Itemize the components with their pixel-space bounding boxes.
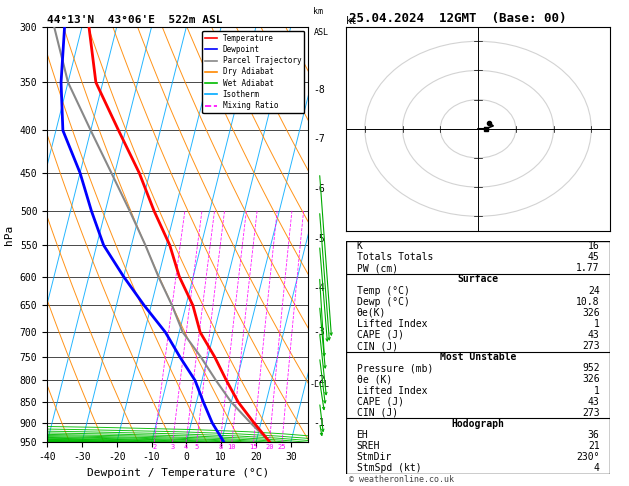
Text: © weatheronline.co.uk: © weatheronline.co.uk (349, 474, 454, 484)
Text: Temp (°C): Temp (°C) (357, 286, 409, 295)
Text: SREH: SREH (357, 441, 380, 451)
Text: -LCL: -LCL (310, 380, 330, 389)
Text: -2: -2 (313, 375, 325, 385)
Text: 1.77: 1.77 (576, 263, 599, 273)
Text: -6: -6 (313, 184, 325, 193)
Text: kt: kt (346, 16, 358, 26)
Text: 230°: 230° (576, 452, 599, 462)
Text: 1: 1 (594, 319, 599, 329)
Text: ASL: ASL (313, 28, 328, 37)
Text: 952: 952 (582, 364, 599, 373)
Text: 15: 15 (249, 444, 258, 451)
Text: Lifted Index: Lifted Index (357, 385, 427, 396)
Text: θe(K): θe(K) (357, 308, 386, 318)
Text: 5: 5 (195, 444, 199, 451)
Text: 326: 326 (582, 374, 599, 384)
Text: -1: -1 (313, 418, 325, 428)
Text: 1: 1 (594, 385, 599, 396)
Text: -8: -8 (313, 86, 325, 95)
Text: 4: 4 (184, 444, 188, 451)
Text: θe (K): θe (K) (357, 374, 392, 384)
Text: 25.04.2024  12GMT  (Base: 00): 25.04.2024 12GMT (Base: 00) (349, 12, 567, 25)
Text: K: K (357, 241, 362, 251)
Text: Most Unstable: Most Unstable (440, 352, 516, 362)
Text: Totals Totals: Totals Totals (357, 252, 433, 262)
Text: Lifted Index: Lifted Index (357, 319, 427, 329)
Text: 43: 43 (588, 397, 599, 407)
Text: CAPE (J): CAPE (J) (357, 397, 404, 407)
X-axis label: Dewpoint / Temperature (°C): Dewpoint / Temperature (°C) (87, 468, 269, 478)
Text: 16: 16 (588, 241, 599, 251)
Text: 24: 24 (588, 286, 599, 295)
Text: 21: 21 (588, 441, 599, 451)
Text: Pressure (mb): Pressure (mb) (357, 364, 433, 373)
Text: CAPE (J): CAPE (J) (357, 330, 404, 340)
Text: Hodograph: Hodograph (452, 419, 504, 429)
Text: km: km (313, 7, 323, 16)
Text: StmDir: StmDir (357, 452, 392, 462)
Text: 44°13'N  43°06'E  522m ASL: 44°13'N 43°06'E 522m ASL (47, 15, 223, 25)
Text: StmSpd (kt): StmSpd (kt) (357, 463, 421, 473)
Text: Dewp (°C): Dewp (°C) (357, 296, 409, 307)
Text: -4: -4 (313, 283, 325, 294)
Text: 43: 43 (588, 330, 599, 340)
Y-axis label: hPa: hPa (4, 225, 14, 244)
Text: 2: 2 (152, 444, 157, 451)
Text: CIN (J): CIN (J) (357, 408, 398, 418)
Text: 20: 20 (265, 444, 274, 451)
Legend: Temperature, Dewpoint, Parcel Trajectory, Dry Adiabat, Wet Adiabat, Isotherm, Mi: Temperature, Dewpoint, Parcel Trajectory… (202, 31, 304, 113)
Text: 36: 36 (588, 430, 599, 440)
Text: 3: 3 (170, 444, 175, 451)
Text: EH: EH (357, 430, 368, 440)
Text: -3: -3 (313, 327, 325, 337)
Text: -5: -5 (313, 234, 325, 243)
Text: 10.8: 10.8 (576, 296, 599, 307)
Text: Surface: Surface (457, 275, 499, 284)
Text: PW (cm): PW (cm) (357, 263, 398, 273)
Text: 10: 10 (228, 444, 236, 451)
Text: 4: 4 (594, 463, 599, 473)
Text: 273: 273 (582, 341, 599, 351)
Text: -7: -7 (313, 134, 325, 144)
Text: 45: 45 (588, 252, 599, 262)
Text: 25: 25 (278, 444, 286, 451)
Text: 326: 326 (582, 308, 599, 318)
Text: CIN (J): CIN (J) (357, 341, 398, 351)
Text: 8: 8 (218, 444, 223, 451)
Text: 273: 273 (582, 408, 599, 418)
